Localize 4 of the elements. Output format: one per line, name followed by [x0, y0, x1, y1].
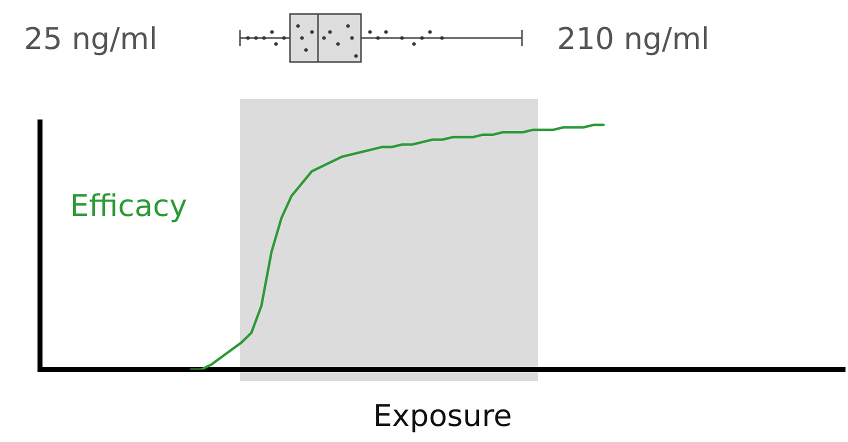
- x-axis-title: Exposure: [373, 398, 512, 434]
- text: 210 ng/ml: [557, 22, 710, 58]
- y-axis-title: Efficacy: [70, 188, 188, 224]
- text: 25 ng/ml: [24, 22, 158, 58]
